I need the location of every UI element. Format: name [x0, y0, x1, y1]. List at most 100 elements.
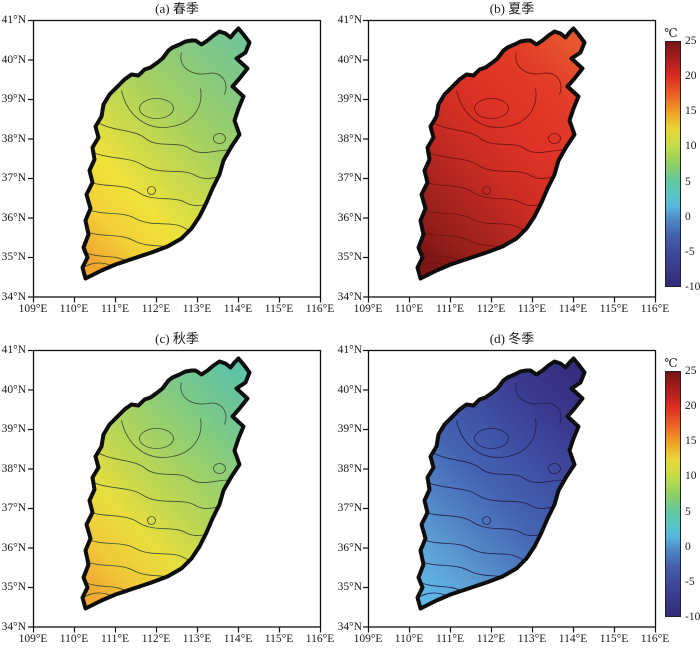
- lat-tick-label: 41°N: [1, 344, 26, 356]
- colorbar: [665, 371, 681, 617]
- lat-tick-label: 41°N: [337, 14, 362, 26]
- lat-tick-label: 35°N: [1, 581, 26, 594]
- colorbar-tick-label: -5: [685, 575, 695, 588]
- lat-tick-label: 38°N: [1, 132, 26, 145]
- colorbar-unit: ℃: [664, 356, 678, 370]
- lat-axis-autumn: 41°N 40°N 39°N 38°N 37°N 36°N 35°N 34°N: [0, 343, 26, 634]
- colorbar-tick-label: 5: [685, 505, 691, 518]
- lon-tick-label: 113°E: [517, 633, 547, 645]
- lon-tick-label: 115°E: [264, 633, 294, 645]
- lat-tick-label: 40°N: [337, 383, 362, 396]
- lat-tick-label: 36°N: [337, 211, 362, 224]
- lat-tick-label: 36°N: [1, 211, 26, 224]
- lon-tick-label: 113°E: [182, 633, 212, 645]
- lon-tick-label: 109°E: [18, 303, 48, 315]
- lat-tick-label: 35°N: [1, 251, 26, 264]
- lat-axis-summer: 41°N 40°N 39°N 38°N 37°N 36°N 35°N 34°N: [336, 13, 362, 304]
- colorbar-tick-label: 0: [685, 540, 691, 553]
- lon-tick-label: 116°E: [640, 633, 670, 645]
- lon-tick-label: 115°E: [599, 303, 629, 315]
- lat-axis-spring: 41°N 40°N 39°N 38°N 37°N 36°N 35°N 34°N: [0, 13, 26, 304]
- colorbar-tick-label: 10: [685, 470, 697, 483]
- colorbar-tick-label: -5: [685, 245, 695, 258]
- lon-tick-label: 114°E: [558, 303, 588, 315]
- lon-axis-summer: 109°E 110°E 111°E 112°E 113°E 114°E 115°…: [350, 302, 673, 316]
- lat-tick-label: 41°N: [337, 344, 362, 356]
- panel-title-summer: (b) 夏季: [489, 1, 535, 16]
- panel-title-winter: (d) 冬季: [489, 331, 535, 346]
- colorbar-ticks: 25 20 15 10 5 0 -5 -10: [685, 34, 700, 294]
- province-fill: [82, 28, 250, 279]
- map-autumn: [27, 349, 322, 634]
- lon-axis-winter: 109°E 110°E 111°E 112°E 113°E 114°E 115°…: [350, 632, 673, 646]
- province-fill: [417, 358, 585, 609]
- province-fill: [82, 358, 250, 609]
- map-summer: [362, 19, 657, 304]
- lon-axis-autumn: 109°E 110°E 111°E 112°E 113°E 114°E 115°…: [15, 632, 338, 646]
- colorbar: [665, 41, 681, 287]
- lon-tick-label: 114°E: [223, 633, 253, 645]
- lat-tick-label: 37°N: [1, 172, 26, 185]
- lat-tick-label: 39°N: [1, 93, 26, 106]
- lon-tick-label: 109°E: [353, 633, 383, 645]
- lon-tick-label: 116°E: [640, 303, 670, 315]
- lon-tick-label: 109°E: [18, 633, 48, 645]
- lat-tick-label: 40°N: [1, 53, 26, 66]
- province-fill: [417, 28, 585, 279]
- lon-tick-label: 113°E: [182, 303, 212, 315]
- lat-tick-label: 39°N: [1, 423, 26, 436]
- panel-title-autumn: (c) 秋季: [155, 331, 199, 346]
- lon-tick-label: 109°E: [353, 303, 383, 315]
- lon-tick-label: 110°E: [59, 303, 89, 315]
- lon-tick-label: 112°E: [476, 633, 506, 645]
- lat-tick-label: 40°N: [1, 383, 26, 396]
- colorbar-tick-label: 25: [685, 35, 697, 47]
- lon-axis-spring: 109°E 110°E 111°E 112°E 113°E 114°E 115°…: [15, 302, 338, 316]
- lat-tick-label: 35°N: [337, 251, 362, 264]
- lon-tick-label: 115°E: [599, 633, 629, 645]
- lat-tick-label: 34°N: [1, 290, 26, 303]
- map-spring: [27, 19, 322, 304]
- lon-tick-label: 110°E: [394, 633, 424, 645]
- lon-tick-label: 116°E: [305, 633, 335, 645]
- lat-tick-label: 37°N: [337, 502, 362, 515]
- colorbar-tick-label: 20: [685, 70, 697, 83]
- colorbar-ticks: 25 20 15 10 5 0 -5 -10: [685, 364, 700, 624]
- lat-tick-label: 37°N: [337, 172, 362, 185]
- lat-tick-label: 34°N: [337, 620, 362, 633]
- lat-tick-label: 37°N: [1, 502, 26, 515]
- lon-tick-label: 112°E: [141, 633, 171, 645]
- lon-tick-label: 110°E: [394, 303, 424, 315]
- lat-tick-label: 38°N: [337, 132, 362, 145]
- lon-tick-label: 110°E: [59, 633, 89, 645]
- lat-tick-label: 38°N: [1, 462, 26, 475]
- lat-tick-label: 36°N: [1, 541, 26, 554]
- colorbar-tick-label: 20: [685, 400, 697, 413]
- colorbar-tick-label: -10: [685, 610, 700, 623]
- colorbar-tick-label: -10: [685, 280, 700, 293]
- lon-tick-label: 111°E: [100, 303, 130, 315]
- lon-tick-label: 112°E: [141, 303, 171, 315]
- lon-tick-label: 116°E: [305, 303, 335, 315]
- lat-tick-label: 39°N: [337, 423, 362, 436]
- colorbar-unit: ℃: [664, 26, 678, 40]
- lon-tick-label: 114°E: [558, 633, 588, 645]
- lat-tick-label: 36°N: [337, 541, 362, 554]
- lon-tick-label: 111°E: [435, 633, 465, 645]
- lat-tick-label: 38°N: [337, 462, 362, 475]
- lat-tick-label: 35°N: [337, 581, 362, 594]
- panel-title-spring: (a) 春季: [155, 1, 199, 16]
- lon-tick-label: 111°E: [435, 303, 465, 315]
- lat-tick-label: 41°N: [1, 14, 26, 26]
- lon-tick-label: 114°E: [223, 303, 253, 315]
- colorbar-tick-label: 5: [685, 175, 691, 188]
- colorbar-tick-label: 25: [685, 365, 697, 377]
- lat-tick-label: 40°N: [337, 53, 362, 66]
- lon-tick-label: 115°E: [264, 303, 294, 315]
- lon-tick-label: 112°E: [476, 303, 506, 315]
- lat-tick-label: 39°N: [337, 93, 362, 106]
- map-winter: [362, 349, 657, 634]
- colorbar-tick-label: 10: [685, 140, 697, 153]
- lon-tick-label: 111°E: [100, 633, 130, 645]
